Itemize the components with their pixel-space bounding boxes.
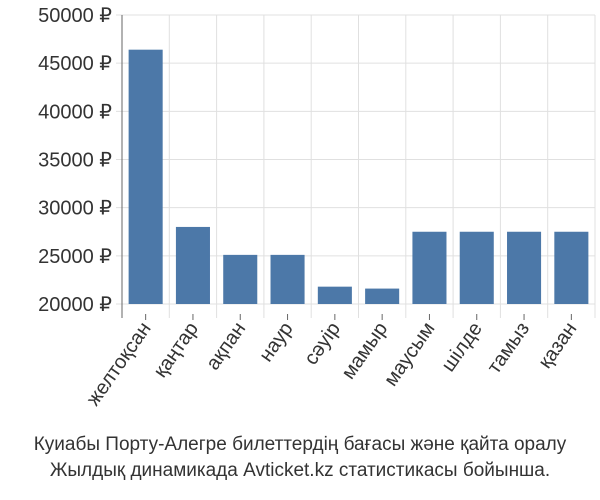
x-tick-label: қаңтар	[149, 318, 203, 381]
bar-9	[554, 231, 589, 304]
bar-4	[317, 286, 352, 304]
y-tick-label: 45000 ₽	[38, 53, 112, 75]
bar-2	[223, 254, 258, 304]
x-tick-label: наур	[255, 318, 298, 366]
bar-5	[365, 288, 400, 304]
y-tick-label: 25000 ₽	[38, 246, 112, 268]
y-axis-ticks: 20000 ₽ 25000 ₽ 30000 ₽ 35000 ₽ 40000 ₽ 45000…	[38, 5, 112, 316]
bar-0	[128, 49, 163, 305]
y-tick-label: 20000 ₽	[38, 294, 112, 316]
y-tick-label: 35000 ₽	[38, 150, 112, 172]
bar-7	[459, 231, 494, 304]
x-tick-label: сәуір	[300, 318, 345, 369]
grid-lines	[116, 14, 596, 318]
bar-1	[175, 226, 210, 304]
caption-line-1: Куиабы Порту-Алегре билеттердің бағасы ж…	[33, 434, 567, 455]
caption-line-2: Жылдық динамикада Avticket.kz статистика…	[49, 460, 551, 481]
x-tick-label: тамыз	[483, 318, 534, 378]
x-tick-label: желтоқсан	[82, 318, 155, 410]
x-tick-label: қазан	[534, 318, 581, 372]
x-tick-label: шілде	[437, 318, 487, 376]
bars	[128, 49, 589, 305]
bar-3	[270, 254, 305, 304]
y-tick-label: 50000 ₽	[38, 5, 112, 27]
x-tick-label: ақпан	[202, 318, 250, 374]
price-bar-chart: 20000 ₽ 25000 ₽ 30000 ₽ 35000 ₽ 40000 ₽ 45000…	[38, 5, 596, 410]
y-tick-label: 30000 ₽	[38, 198, 112, 220]
y-tick-label: 40000 ₽	[38, 101, 112, 123]
bar-8	[507, 231, 542, 304]
bar-6	[412, 231, 447, 304]
